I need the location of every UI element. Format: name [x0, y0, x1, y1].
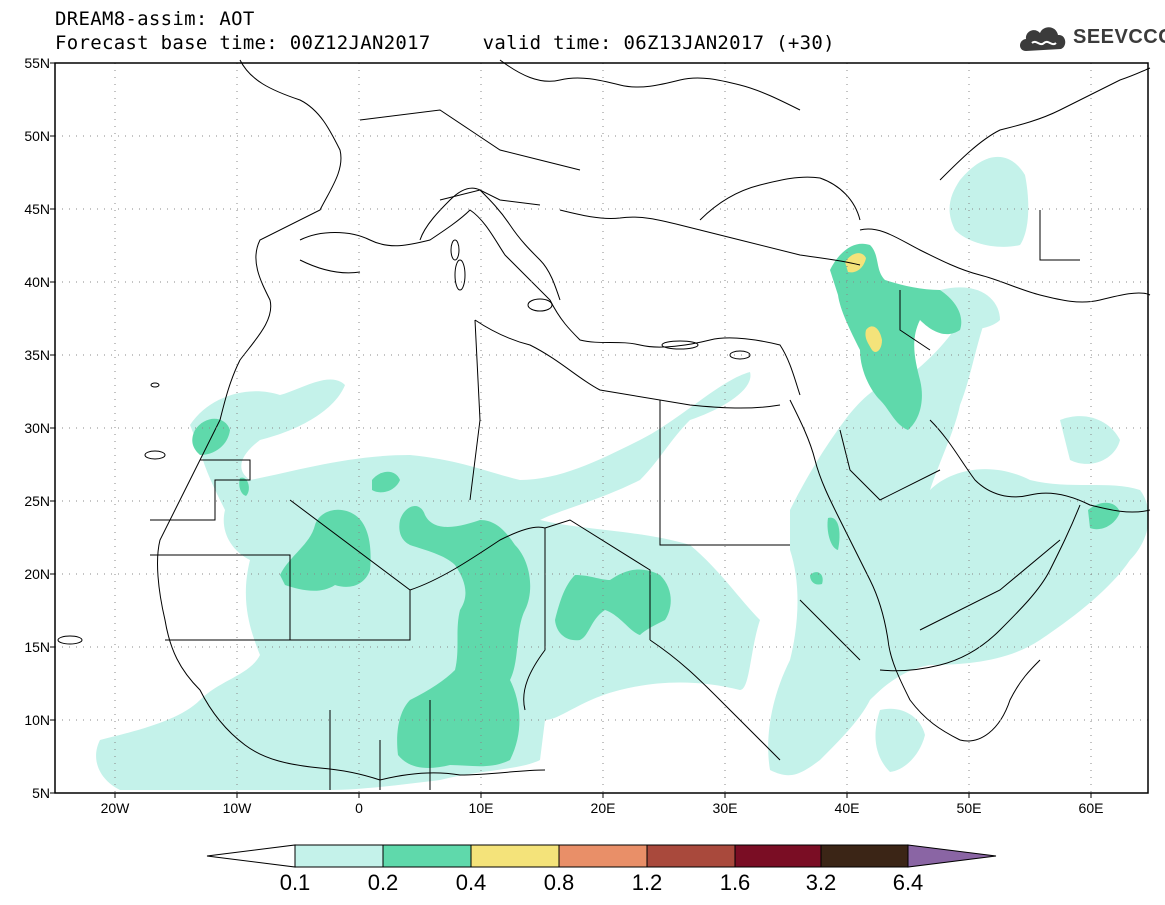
- map-outlines: [150, 59, 1151, 790]
- lat-label: 55N: [24, 55, 50, 71]
- islands: [57, 239, 751, 645]
- colorbar-low-arrow: [206, 844, 296, 868]
- colorbar-bin-5: [646, 844, 736, 868]
- colorbar-bin-7: [820, 844, 909, 868]
- lat-label: 25N: [24, 493, 50, 509]
- colorbar-label: 0.2: [367, 870, 399, 895]
- lat-label: 45N: [24, 201, 50, 217]
- lon-label: 20E: [590, 800, 616, 816]
- lat-label: 10N: [24, 712, 50, 728]
- colorbar-bin-2: [382, 844, 472, 868]
- colorbar-bin-1: [294, 844, 384, 868]
- map-title: DREAM8-assim: AOT: [55, 8, 255, 30]
- aot-high-areas: [845, 253, 882, 352]
- lat-label: 40N: [24, 274, 50, 290]
- colorbar-label: 6.4: [892, 870, 924, 895]
- logo-text: SEEVCCC: [1073, 26, 1165, 48]
- map-gridlines: [55, 63, 1148, 793]
- forecast-times: Forecast base time: 00Z12JAN2017 valid ti…: [55, 32, 835, 54]
- cloud-icon: [1020, 27, 1066, 51]
- colorbar-label: 1.6: [719, 870, 751, 895]
- valid-time: valid time: 06Z13JAN2017 (+30): [482, 32, 835, 54]
- base-time: Forecast base time: 00Z12JAN2017: [55, 32, 431, 54]
- colorbar-label: 1.2: [631, 870, 663, 895]
- axis-ticks: [50, 62, 1092, 798]
- lon-label: 60E: [1078, 800, 1104, 816]
- colorbar-label: 0.8: [543, 870, 575, 895]
- lon-label: 30E: [712, 800, 738, 816]
- lon-label: 20W: [100, 800, 130, 816]
- colorbar-bin-4: [558, 844, 648, 868]
- aot-light-areas: [96, 156, 1149, 790]
- lat-label: 15N: [24, 639, 50, 655]
- colorbar-bin-6: [734, 844, 822, 868]
- lon-label: 10W: [222, 800, 252, 816]
- seevccc-logo: SEEVCCC: [1018, 23, 1165, 57]
- colorbar-label: 0.1: [279, 870, 311, 895]
- lon-label: 10E: [468, 800, 494, 816]
- colorbar-bin-3: [470, 844, 560, 868]
- lon-label: 40E: [834, 800, 860, 816]
- lat-label: 50N: [24, 128, 50, 144]
- lon-label: 0: [355, 800, 363, 816]
- lat-label: 35N: [24, 347, 50, 363]
- lon-label: 50E: [956, 800, 982, 816]
- colorbar-high-arrow: [907, 844, 997, 868]
- lat-label: 20N: [24, 566, 50, 582]
- colorbar-label: 3.2: [805, 870, 837, 895]
- colorbar-label: 0.4: [455, 870, 487, 895]
- lat-label: 30N: [24, 420, 50, 436]
- lat-label: 5N: [32, 785, 50, 801]
- colorbar: [206, 844, 997, 868]
